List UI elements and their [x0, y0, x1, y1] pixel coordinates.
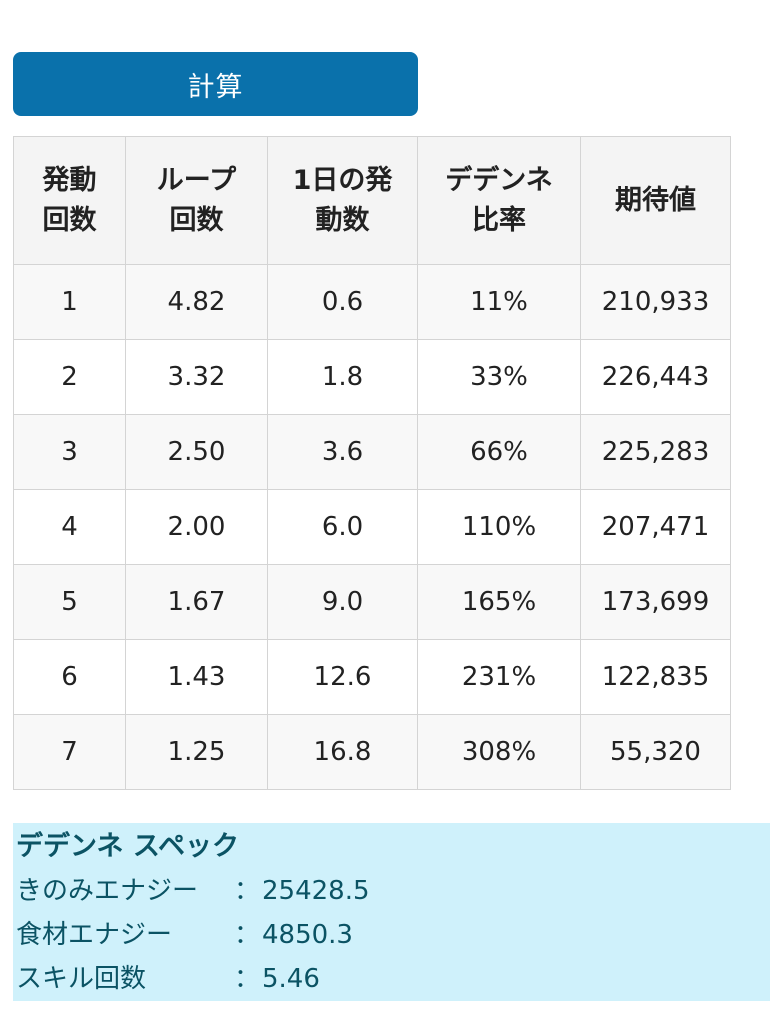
- cell-activation-count: 2: [13, 339, 126, 415]
- cell-activation-count: 6: [13, 639, 126, 715]
- cell-activation-count: 4: [13, 489, 126, 565]
- calculate-button[interactable]: 計算: [13, 52, 418, 116]
- header-text-line: 1日の発: [292, 164, 393, 196]
- spec-label: きのみエナジー: [16, 876, 199, 906]
- cell-daily-activations: 3.6: [267, 414, 418, 490]
- cell-activation-count: 3: [13, 414, 126, 490]
- cell-dedenne-ratio: 308%: [417, 714, 581, 790]
- cell-loop-count: 2.50: [125, 414, 268, 490]
- cell-activation-count: 7: [13, 714, 126, 790]
- table-row: 2 3.32 1.8 33% 226,443: [13, 339, 731, 415]
- cell-activation-count: 1: [13, 264, 126, 340]
- header-text-line: 期待値: [615, 184, 696, 216]
- table-header-row: 発動 回数 ループ 回数 1日の発 動数 デデンネ 比率 期待値: [13, 136, 731, 265]
- spec-value: 25428.5: [262, 876, 370, 906]
- spec-value: 4850.3: [262, 920, 353, 950]
- header-dedenne-ratio: デデンネ 比率: [417, 136, 581, 265]
- header-text-line: ループ: [156, 164, 237, 196]
- header-text-line: 動数: [315, 204, 370, 236]
- header-text-line: 回数: [169, 204, 224, 236]
- cell-expected-value: 210,933: [580, 264, 731, 340]
- spec-separator: ：: [234, 964, 261, 994]
- table-row: 5 1.67 9.0 165% 173,699: [13, 564, 731, 640]
- cell-expected-value: 225,283: [580, 414, 731, 490]
- spec-panel: デデンネ スペック きのみエナジー ： 25428.5 食材エナジー ： 485…: [13, 823, 770, 1001]
- spec-title: デデンネ スペック: [16, 831, 239, 862]
- table-row: 6 1.43 12.6 231% 122,835: [13, 639, 731, 715]
- spec-separator: ：: [234, 876, 261, 906]
- cell-expected-value: 122,835: [580, 639, 731, 715]
- cell-loop-count: 3.32: [125, 339, 268, 415]
- cell-dedenne-ratio: 33%: [417, 339, 581, 415]
- header-loop-count: ループ 回数: [125, 136, 268, 265]
- header-text-line: 発動: [42, 164, 97, 196]
- cell-daily-activations: 1.8: [267, 339, 418, 415]
- cell-daily-activations: 12.6: [267, 639, 418, 715]
- spec-row-ingredient-energy: 食材エナジー ： 4850.3: [16, 913, 770, 957]
- cell-loop-count: 1.67: [125, 564, 268, 640]
- table-row: 4 2.00 6.0 110% 207,471: [13, 489, 731, 565]
- cell-loop-count: 4.82: [125, 264, 268, 340]
- header-text-line: 比率: [472, 204, 526, 236]
- spec-label: 食材エナジー: [16, 920, 173, 950]
- table-row: 7 1.25 16.8 308% 55,320: [13, 714, 731, 790]
- cell-dedenne-ratio: 231%: [417, 639, 581, 715]
- cell-daily-activations: 9.0: [267, 564, 418, 640]
- cell-expected-value: 226,443: [580, 339, 731, 415]
- table-row: 1 4.82 0.6 11% 210,933: [13, 264, 731, 340]
- cell-expected-value: 173,699: [580, 564, 731, 640]
- header-expected-value: 期待値: [580, 136, 731, 265]
- cell-daily-activations: 6.0: [267, 489, 418, 565]
- header-activation-count: 発動 回数: [13, 136, 126, 265]
- header-daily-activations: 1日の発 動数: [267, 136, 418, 265]
- header-text-line: 回数: [42, 204, 97, 236]
- cell-expected-value: 55,320: [580, 714, 731, 790]
- cell-expected-value: 207,471: [580, 489, 731, 565]
- table-row: 3 2.50 3.6 66% 225,283: [13, 414, 731, 490]
- cell-dedenne-ratio: 110%: [417, 489, 581, 565]
- cell-dedenne-ratio: 66%: [417, 414, 581, 490]
- cell-dedenne-ratio: 11%: [417, 264, 581, 340]
- spec-separator: ：: [234, 920, 261, 950]
- cell-loop-count: 2.00: [125, 489, 268, 565]
- spec-row-berry-energy: きのみエナジー ： 25428.5: [16, 869, 770, 913]
- cell-loop-count: 1.43: [125, 639, 268, 715]
- cell-daily-activations: 0.6: [267, 264, 418, 340]
- cell-activation-count: 5: [13, 564, 126, 640]
- spec-row-skill-count: スキル回数 ： 5.46: [16, 957, 770, 1001]
- cell-loop-count: 1.25: [125, 714, 268, 790]
- results-table: 発動 回数 ループ 回数 1日の発 動数 デデンネ 比率 期待値: [13, 136, 731, 790]
- spec-label: スキル回数: [16, 964, 147, 994]
- header-text-line: デデンネ: [445, 164, 553, 196]
- spec-value: 5.46: [262, 964, 320, 994]
- cell-daily-activations: 16.8: [267, 714, 418, 790]
- cell-dedenne-ratio: 165%: [417, 564, 581, 640]
